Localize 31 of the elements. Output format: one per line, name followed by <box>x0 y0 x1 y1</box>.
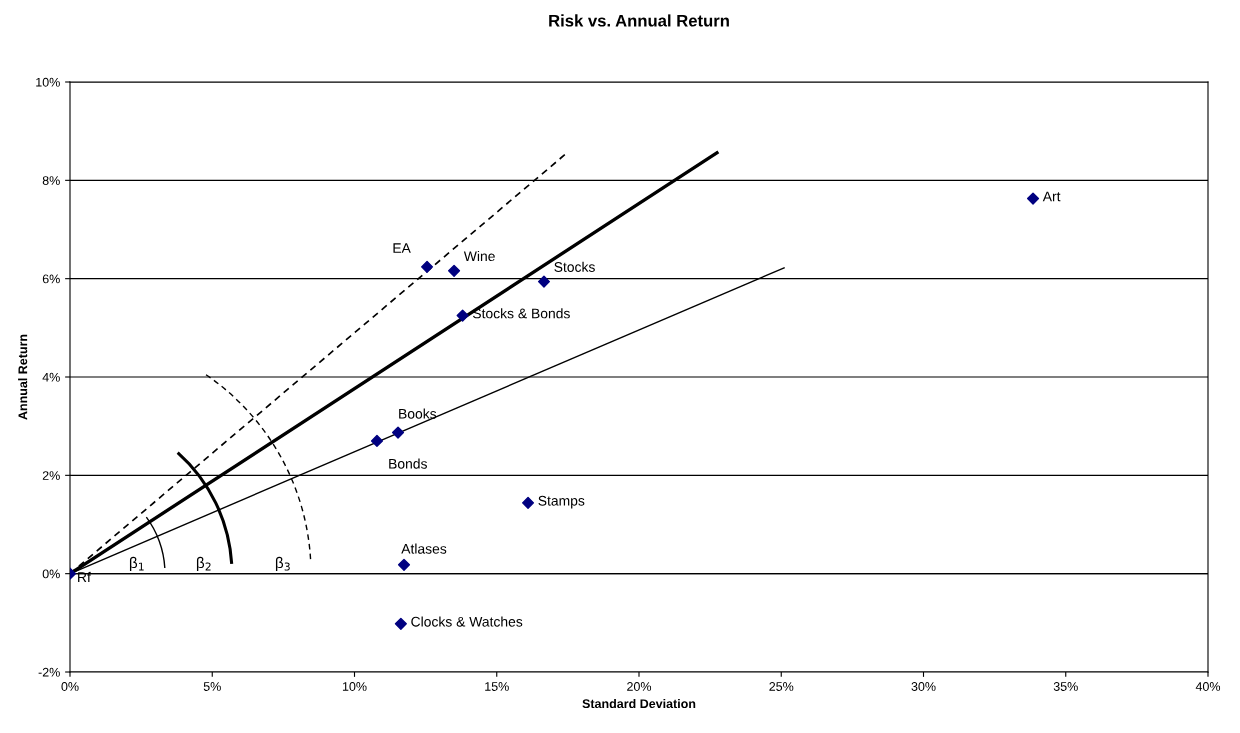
x-tick-label: 15% <box>485 682 509 691</box>
annotation: Stamps <box>538 495 585 509</box>
y-tick-label: 10% <box>36 77 60 87</box>
y-tick-label: 2% <box>42 471 60 480</box>
x-tick-label: 5% <box>203 682 221 691</box>
y-tick-label: 0% <box>42 569 60 579</box>
y-tick-label: 4% <box>42 372 60 382</box>
x-tick-label: 35% <box>1053 682 1078 691</box>
annotation: Bonds <box>389 458 427 469</box>
x-axis-title: Standard Deviation <box>582 698 696 709</box>
x-tick-label: 0% <box>61 682 79 691</box>
annotation: β$_{3}$ <box>275 556 290 572</box>
y-axis-title: Annual Return <box>18 334 28 420</box>
annotation: EA <box>393 243 411 253</box>
x-tick-label: 20% <box>627 682 652 691</box>
annotation: β$_{1}$ <box>129 556 144 572</box>
y-tick-label: 6% <box>42 274 60 284</box>
annotation: Art <box>1042 191 1061 202</box>
y-tick-label: 8% <box>42 176 60 185</box>
annotation: β$_{2}$ <box>196 556 211 572</box>
annotation: Atlases <box>401 543 447 554</box>
annotation: Wine <box>463 250 495 262</box>
x-tick-label: 40% <box>1195 682 1221 691</box>
x-tick-label: 25% <box>769 682 794 691</box>
x-tick-label: 10% <box>342 682 367 691</box>
chart-title: Risk vs. Annual Return <box>549 14 729 27</box>
annotation: Clocks & Watches <box>411 616 523 627</box>
annotation: Stocks <box>554 261 595 272</box>
y-tick-label: -2% <box>38 667 60 677</box>
annotation: Books <box>399 408 437 419</box>
x-tick-label: 30% <box>911 682 936 691</box>
